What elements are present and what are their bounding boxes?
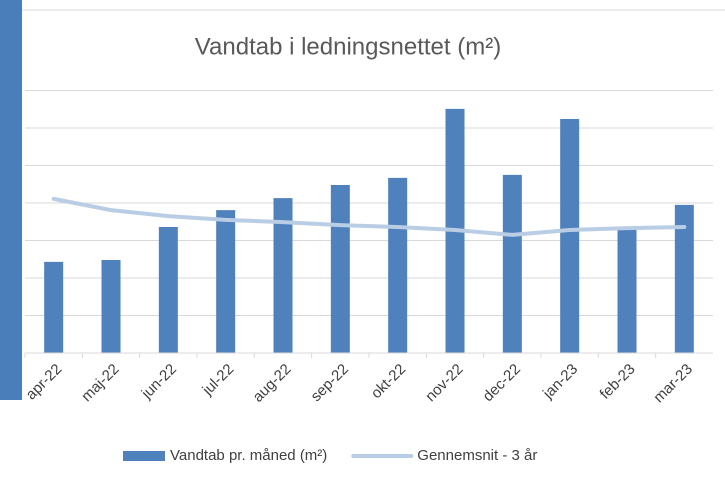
bar xyxy=(273,198,293,353)
bar xyxy=(101,260,121,353)
bar xyxy=(216,210,236,353)
bar xyxy=(674,204,694,353)
bar xyxy=(388,177,408,353)
line xyxy=(51,196,687,237)
bar xyxy=(617,230,637,353)
bar xyxy=(560,119,580,353)
bar xyxy=(330,185,350,353)
bar xyxy=(502,174,522,353)
legend-swatch xyxy=(123,451,165,461)
side-strip xyxy=(0,0,22,400)
chart-title: Vandtab i ledningsnettet (m²) xyxy=(195,33,501,60)
bar xyxy=(158,227,178,353)
legend-label: Vandtab pr. måned (m²) xyxy=(170,447,327,464)
legend-label: Gennemsnit - 3 år xyxy=(417,447,537,464)
bar xyxy=(44,261,64,353)
